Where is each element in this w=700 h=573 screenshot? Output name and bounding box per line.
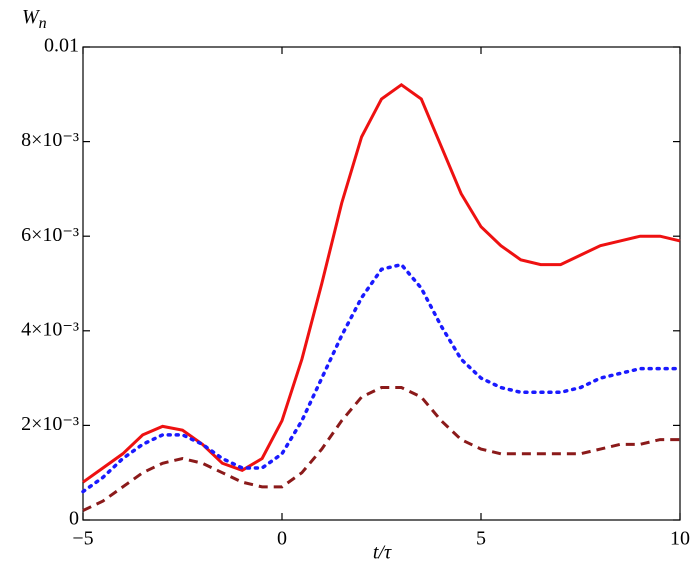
y-tick-label: 4×10⁻³ [21, 318, 79, 340]
series-line [82, 386, 680, 512]
x-tick-label: 10 [670, 528, 690, 550]
y-axis-label: Wn [22, 6, 47, 32]
series-line [82, 82, 681, 484]
y-tick-label: 2×10⁻³ [21, 413, 79, 435]
x-axis-label: t/τ [373, 542, 392, 564]
y-tick-label: 8×10⁻³ [21, 129, 79, 151]
y-label-sub: n [39, 15, 47, 32]
x-tick-label: −5 [72, 528, 93, 550]
x-tick-label: 0 [277, 528, 287, 550]
x-tick-label: 5 [476, 528, 486, 550]
plot-frame [82, 46, 681, 521]
y-tick-label: 0 [69, 508, 79, 530]
y-tick-label: 6×10⁻³ [21, 224, 79, 246]
series-line [81, 262, 682, 494]
y-label-base: W [22, 6, 41, 28]
y-tick-label: 0.01 [44, 35, 79, 57]
